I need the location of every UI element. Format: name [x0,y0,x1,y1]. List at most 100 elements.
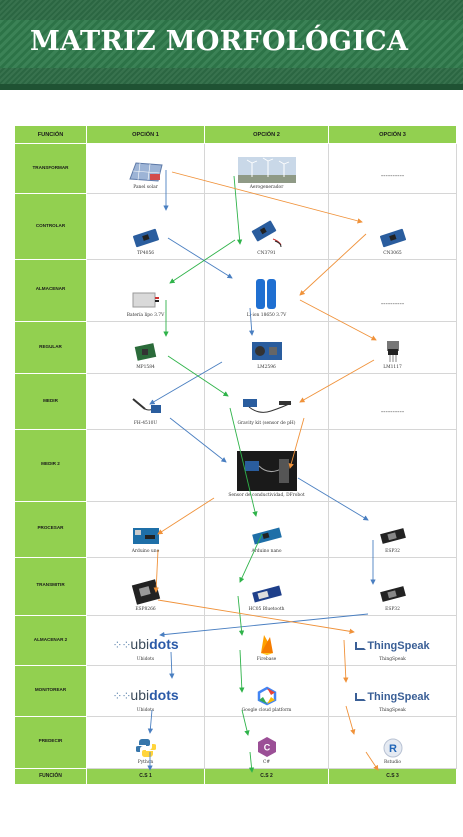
option-cell: ⁘⁘ubidots Ubidots [86,665,205,717]
option-cell [328,428,457,503]
option-label: Rstudio [383,759,401,765]
function-cell: MONITOREAR [14,665,87,717]
option-cell: ThingSpeak ThingSpeak [328,614,457,667]
option-cell: TP4056 [86,193,205,260]
option-cell: Firebase [204,614,329,667]
option-cell: MP1584 [86,321,205,375]
option-cell: Panel solar [86,142,205,195]
option-cell: ⁘⁘ubidots Ubidots [86,614,205,667]
python-logo [135,738,156,757]
table-row: PROCESAR Arduino uno Arduino nano ESP32 [14,501,457,558]
function-cell: MEDIR [14,373,87,430]
thingspeak-logo: ThingSpeak [329,691,456,703]
option-cell: Python [86,715,205,769]
table-footer-row: FUNCIÓN C.S 1 C.S 2 C.S 3 [14,767,457,786]
option-label: ---------- [380,173,405,181]
function-cell: ALMACENAR 2 [14,614,87,667]
option-label: CN3791 [257,250,276,256]
option-label: Arduino nano [251,548,282,554]
option-label: MP1584 [136,365,155,371]
table-row: TRANSFORMAR Panel solar Aerogenerador --… [14,142,457,195]
option-cell: FH-4510U [86,373,205,430]
table-row: TRANSMITIR ESP8266 HC05 Bluetooth ESP32 [14,556,457,616]
conductivity-sensor-image [236,451,297,492]
option-cell: Gravity kit (sensor de pH) [204,373,329,430]
option-cell: ---------- [328,258,457,323]
table-row: CONTROLAR TP4056 CN3791 CN3065 [14,193,457,260]
column-header-option-3: OPCIÓN 3 [328,125,457,144]
option-cell: ESP32 [328,556,457,616]
ubidots-logo: ⁘⁘ubidots [112,686,179,703]
option-cell: CN3791 [204,193,329,260]
option-cell: HC05 Bluetooth [204,556,329,616]
option-label: LM2596 [257,365,276,371]
option-label: ESP8266 [135,606,156,612]
column-header-function: FUNCIÓN [14,125,87,144]
header-banner: MATRIZ MORFOLÓGICA [0,0,463,90]
option-cell: R Rstudio [328,715,457,769]
esp32-board-image [379,585,406,602]
option-label: CN3065 [383,250,402,256]
option-cell: Arduino uno [86,501,205,558]
option-cell: Li-ion 18650 3.7V [204,258,329,323]
function-cell: MEDIR 2 [14,428,87,503]
svg-text:R: R [389,743,397,755]
option-label: Panel solar [133,185,158,191]
option-label: Ubidots [136,657,155,663]
option-cell: LM2596 [204,321,329,375]
ph-sensor-kit-image [242,398,291,413]
column-header-option-1: OPCIÓN 1 [86,125,205,144]
arduino-board-image [251,527,282,544]
footer-option-cell: C.S 3 [328,767,457,786]
firebase-logo [260,635,273,656]
option-cell: C C# [204,715,329,769]
option-label: ---------- [380,408,405,416]
option-cell: Batería lipo 3.7V [86,258,205,323]
battery-image [132,292,159,308]
function-cell: TRANSMITIR [14,556,87,616]
option-cell [86,428,205,503]
module-board-image [379,228,406,247]
module-board-image [251,220,281,247]
r-language-logo: R [383,738,402,758]
option-label: Batería lipo 3.7V [126,313,165,319]
header-band [0,20,463,68]
function-cell: REGULAR [14,321,87,375]
option-label: ThingSpeak [379,707,406,713]
option-cell: Aerogenerador [204,142,329,195]
footer-option-cell: C.S 1 [86,767,205,786]
esp8266-board-image [131,579,160,605]
option-cell: ESP8266 [86,556,205,616]
option-cell: Sensor de conductividad, DFrobot [204,428,329,503]
option-cell: Google cloud platform [204,665,329,717]
solar-panel-image [128,162,163,182]
option-cell: ---------- [328,373,457,430]
option-label: LM1117 [383,365,402,371]
function-cell: PROCESAR [14,501,87,558]
option-label: Firebase [256,657,277,663]
option-cell: ---------- [328,142,457,195]
table-row: REGULAR MP1584 LM2596 LM1117 [14,321,457,375]
option-label: Arduino uno [131,548,160,554]
option-label: ESP32 [385,548,400,554]
page-title: MATRIZ MORFOLÓGICA [30,26,409,57]
column-header-option-2: OPCIÓN 2 [204,125,329,144]
ubidots-logo: ⁘⁘ubidots [112,636,179,653]
wind-turbine-image [237,157,296,184]
option-label: Sensor de conductividad, DFrobot [228,493,305,499]
option-cell: CN3065 [328,193,457,260]
bluetooth-module-image [251,585,282,603]
morphological-matrix-table: FUNCIÓN OPCIÓN 1 OPCIÓN 2 OPCIÓN 3 TRANS… [14,125,457,786]
google-cloud-logo [257,686,276,705]
option-cell: ESP32 [328,501,457,558]
function-cell: PREDECIR [14,715,87,769]
module-board-image [251,342,282,361]
option-label: ThingSpeak [379,657,406,663]
thingspeak-logo: ThingSpeak [329,640,456,652]
module-board-image [132,228,159,247]
table-header-row: FUNCIÓN OPCIÓN 1 OPCIÓN 2 OPCIÓN 3 [14,125,457,144]
header-stripe [0,84,463,90]
function-cell: CONTROLAR [14,193,87,260]
option-label: ---------- [380,301,405,309]
option-label: FH-4510U [133,420,158,426]
